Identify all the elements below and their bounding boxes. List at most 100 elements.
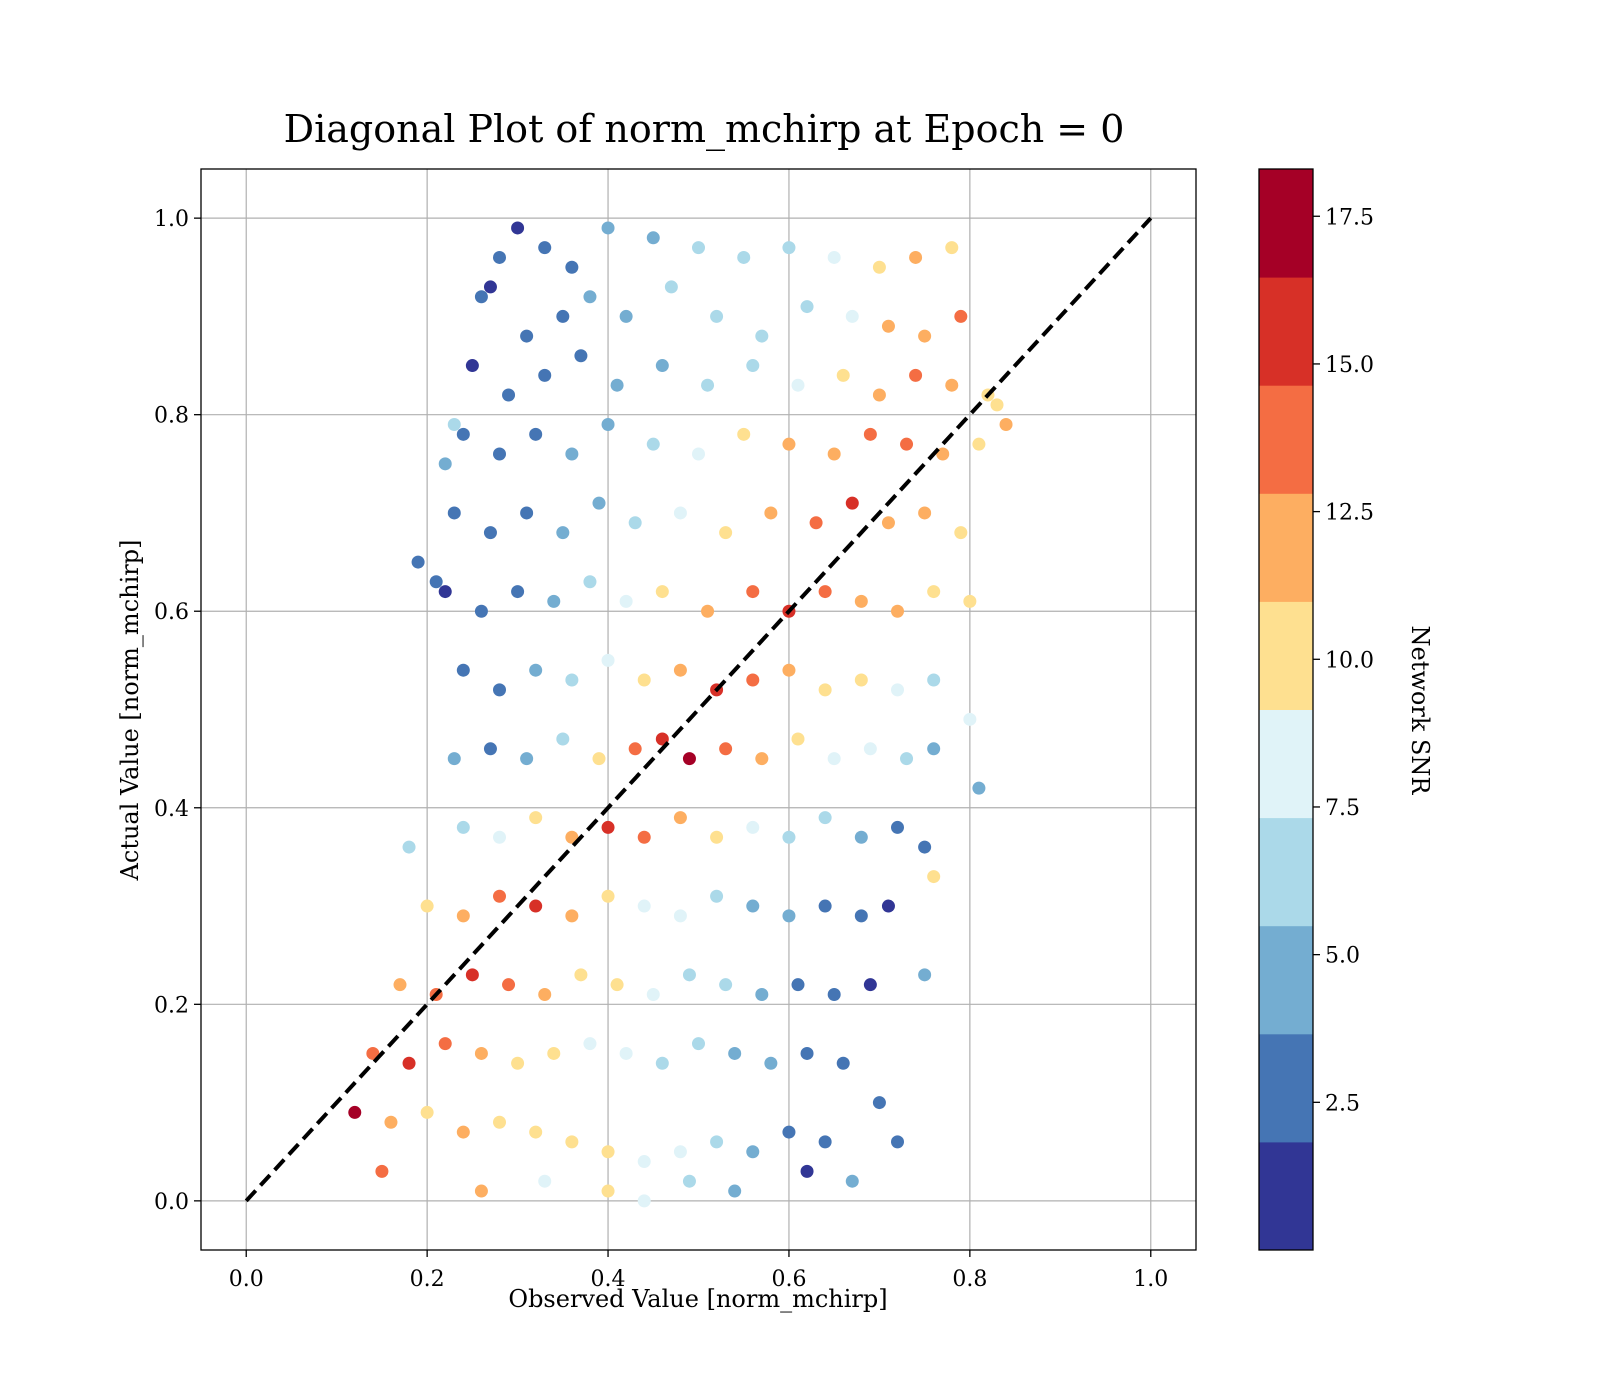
data-point <box>809 516 823 530</box>
data-point <box>538 1174 552 1188</box>
data-point <box>945 241 959 255</box>
data-point <box>972 781 986 795</box>
data-point <box>854 909 868 923</box>
data-point <box>583 290 597 304</box>
data-point <box>565 830 579 844</box>
data-point <box>411 555 425 569</box>
data-point <box>601 221 615 235</box>
data-point <box>637 1194 651 1208</box>
data-point <box>556 732 570 746</box>
data-point <box>845 1174 859 1188</box>
data-point <box>438 1037 452 1051</box>
data-point <box>782 909 796 923</box>
data-point <box>556 526 570 540</box>
reference-diagonal-line <box>244 216 1153 1203</box>
data-point <box>854 673 868 687</box>
data-point <box>655 732 669 746</box>
data-point <box>719 978 733 992</box>
data-point <box>483 742 497 756</box>
data-point <box>565 673 579 687</box>
data-point <box>746 820 760 834</box>
x-tick-label: 1.0 <box>1133 1267 1168 1292</box>
data-point <box>891 604 904 618</box>
data-point <box>682 1174 696 1188</box>
data-point <box>746 673 760 687</box>
data-point <box>493 889 506 903</box>
data-point <box>420 899 434 913</box>
data-point <box>655 1056 669 1070</box>
data-point <box>764 506 778 520</box>
data-point <box>737 250 751 264</box>
data-point <box>927 742 941 756</box>
data-point <box>565 909 579 923</box>
data-point <box>863 978 877 992</box>
data-point <box>456 820 470 834</box>
data-point <box>438 585 452 599</box>
data-point <box>764 1056 778 1070</box>
data-point <box>673 663 687 677</box>
data-point <box>511 221 525 235</box>
data-point <box>881 516 895 530</box>
data-point <box>493 830 506 844</box>
data-point <box>601 820 615 834</box>
y-tick-label: 0.4 <box>154 797 189 822</box>
colorbar-tick-label: 7.5 <box>1325 796 1360 821</box>
data-point <box>719 742 733 756</box>
colorbar-segment <box>1259 169 1313 278</box>
data-point <box>619 594 633 608</box>
data-point <box>872 1096 886 1110</box>
data-point <box>619 309 633 323</box>
data-point <box>692 447 705 461</box>
data-point <box>845 496 859 510</box>
colorbar-ticks: 2.5 5.0 7.5 10.0 12.5 15.0 17.5 <box>1313 205 1374 1116</box>
data-point <box>348 1105 362 1119</box>
data-point <box>384 1115 398 1129</box>
colorbar-tick-label: 15.0 <box>1325 353 1374 378</box>
data-point <box>673 909 687 923</box>
data-point <box>502 978 516 992</box>
data-point <box>881 319 895 333</box>
data-point <box>547 1046 561 1060</box>
data-points <box>348 221 1013 1208</box>
data-point <box>782 830 796 844</box>
data-point <box>818 1135 832 1149</box>
data-point <box>438 457 452 471</box>
data-point <box>592 752 606 766</box>
y-axis-ticks: 0.0 0.2 0.4 0.6 0.8 1.0 <box>154 207 201 1215</box>
data-point <box>565 447 579 461</box>
data-point <box>637 899 651 913</box>
data-point <box>673 1145 687 1159</box>
data-point <box>538 987 552 1001</box>
data-point <box>483 526 497 540</box>
data-point <box>493 250 506 264</box>
data-point <box>872 260 886 274</box>
data-point <box>818 899 832 913</box>
data-point <box>854 594 868 608</box>
data-point <box>710 830 724 844</box>
x-axis-label: Observed Value [norm_mchirp] <box>508 1285 887 1313</box>
data-point <box>954 309 968 323</box>
data-point <box>420 1105 434 1119</box>
x-tick-label: 0.8 <box>952 1267 987 1292</box>
data-point <box>538 241 552 255</box>
data-point <box>909 250 923 264</box>
data-point <box>791 978 805 992</box>
data-point <box>746 1145 760 1159</box>
colorbar-segment <box>1259 277 1313 386</box>
data-point <box>456 909 470 923</box>
data-point <box>610 378 624 392</box>
data-point <box>646 231 660 245</box>
data-point <box>818 811 832 825</box>
data-point <box>755 752 769 766</box>
data-point <box>954 526 968 540</box>
data-point <box>474 1046 488 1060</box>
x-tick-label: 0.6 <box>771 1267 806 1292</box>
data-point <box>393 978 407 992</box>
data-point <box>900 752 914 766</box>
data-point <box>529 899 543 913</box>
data-point <box>701 378 715 392</box>
data-point <box>827 447 841 461</box>
data-point <box>583 1037 597 1051</box>
data-point <box>692 241 705 255</box>
data-point <box>818 585 832 599</box>
